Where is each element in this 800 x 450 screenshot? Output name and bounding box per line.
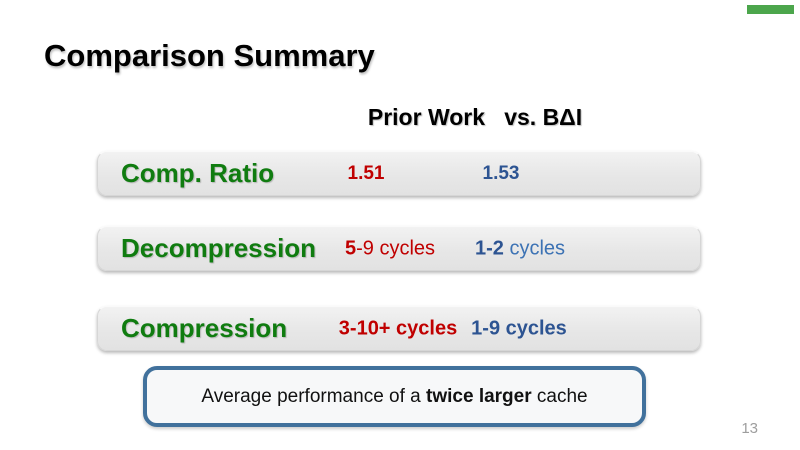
prior-work-value-bold: 3-10+ cycles <box>338 317 458 339</box>
bdi-value-bold: 1.53 <box>482 162 520 184</box>
prior-work-value: 5-9 cycles <box>305 237 475 260</box>
prior-work-value-bold: 5 <box>344 237 357 259</box>
comparison-row-decompression: Decompression 5-9 cycles 1-2 cycles <box>97 226 701 271</box>
prior-work-value-bold: 1.51 <box>347 162 385 184</box>
prior-work-value: 1.51 <box>281 163 451 185</box>
callout-box: Average performance of a twice larger ca… <box>143 366 646 427</box>
slide-title: Comparison Summary <box>44 38 375 73</box>
callout-text-suffix: cache <box>531 385 588 407</box>
accent-bar <box>747 5 794 14</box>
prior-work-value: 3-10+ cycles <box>313 317 483 340</box>
bdi-value: 1-2 cycles <box>435 237 605 260</box>
prior-work-value-rest: -9 cycles <box>356 237 436 259</box>
bdi-value-rest: cycles <box>503 237 566 259</box>
row-label: Compression <box>121 313 288 343</box>
row-label: Decompression <box>121 233 317 263</box>
bdi-value-bold: 1-9 cycles <box>471 317 567 339</box>
page-number: 13 <box>741 420 758 437</box>
comparison-row-compression: Compression 3-10+ cycles 1-9 cycles <box>97 306 701 351</box>
callout-text-emphasis: twice larger <box>426 385 532 407</box>
comparison-row-comp-ratio: Comp. Ratio 1.51 1.53 <box>97 151 701 196</box>
callout-text-prefix: Average performance of a <box>201 385 427 407</box>
bdi-value-bold: 1-2 <box>474 237 504 259</box>
bdi-value: 1.53 <box>416 163 586 185</box>
bdi-value: 1-9 cycles <box>434 317 604 340</box>
row-label: Comp. Ratio <box>121 158 275 188</box>
column-headers: Prior Work vs. BΔI <box>367 104 583 130</box>
